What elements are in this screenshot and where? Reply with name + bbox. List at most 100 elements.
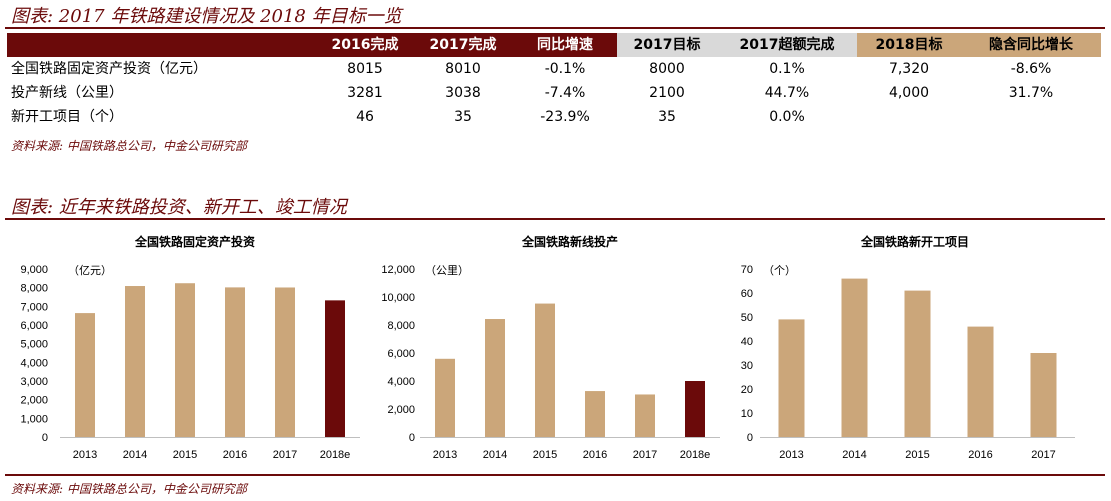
y-tick-label: 4,000 [20,357,48,369]
chart-title: 全国铁路新开工项目 [860,234,969,249]
header-cell: 2017完成 [413,33,513,57]
bar-2014 [485,319,505,437]
bar-2017 [635,394,655,437]
chart-investment-svg: 全国铁路固定资产投资 （亿元） 0 1,000 2,000 3,000 4,000 5,000… [20,234,360,461]
charts-title: 图表: 近年来铁路投资、新开工、竣工情况 [11,197,347,218]
bar-2016 [585,391,605,437]
y-tick-label: 70 [741,264,753,276]
y-tick-label: 4,000 [387,376,415,388]
table-cell: 35 [454,109,472,125]
chart-title: 全国铁路新线投产 [521,234,618,249]
table-body: 全国铁路固定资产投资（亿元） 8015 8010 -0.1% 8000 0.1% 7,320… [7,57,1101,129]
chart-title: 全国铁路固定资产投资 [134,234,255,249]
row-label: 全国铁路固定资产投资（亿元） [11,61,207,77]
x-tick-label: 2016 [968,449,992,461]
header-cell: 同比增速 [513,33,617,57]
source-note-top: 资料来源: 中国铁路总公司，中金公司研究部 [11,139,247,153]
chart-new-projects-svg: 全国铁路新开工项目 （个） 0 10 20 30 40 50 60 70 2013 2014 2015 2… [741,234,1075,461]
y-tick-label: 20 [741,384,753,396]
y-tick-label: 8,000 [387,320,415,332]
table-cell: 35 [658,109,676,125]
x-tick-label: 2018e [320,449,351,461]
y-tick-label: 2,000 [20,395,48,407]
x-tick-label: 2014 [842,449,866,461]
unit-label: （亿元） [68,264,112,277]
x-tick-label: 2016 [223,449,247,461]
x-tick-label: 2015 [905,449,929,461]
table-cell: -7.4% [544,85,586,101]
y-tick-label: 7,000 [20,301,48,313]
chart-investment: 全国铁路固定资产投资 （亿元） 0 1,000 2,000 3,000 4,000 5,000… [0,232,365,472]
x-tick-label: 2015 [173,449,197,461]
table-cell: 0.0% [769,109,805,125]
unit-label: （公里） [425,264,469,277]
y-tick-label: 2,000 [387,404,415,416]
table-cell: 31.7% [1008,85,1054,101]
y-tick-label: 8,000 [20,283,48,295]
header-cell: 2016完成 [317,33,413,57]
x-tick-label: 2017 [1031,449,1055,461]
table-title: 图表: 2017 年铁路建设情况及 2018 年目标一览 [11,6,402,27]
x-tick-label: 2013 [779,449,803,461]
y-tick-label: 0 [42,432,48,444]
bar-2015 [175,283,195,437]
y-tick-label: 40 [741,336,753,348]
chart-new-lines-svg: 全国铁路新线投产 （公里） 0 2,000 4,000 6,000 8,000 10,000 1… [381,234,720,461]
table-cell: 44.7% [764,85,810,101]
source-note-bottom: 资料来源: 中国铁路总公司，中金公司研究部 [11,482,247,496]
table-cell: 4,000 [888,85,930,101]
y-tick-label: 50 [741,312,753,324]
x-tick-label: 2013 [73,449,97,461]
x-tick-label: 2017 [633,449,657,461]
x-tick-label: 2014 [123,449,147,461]
bar-2016 [225,287,245,437]
table-cell: 8015 [347,61,383,77]
bar-2017 [1030,353,1057,437]
table-cell: 46 [356,109,374,125]
bar-2016 [967,326,994,437]
table-cell: 8010 [445,61,481,77]
chart-new-projects: 全国铁路新开工项目 （个） 0 10 20 30 40 50 60 70 2013 2014 2015 2… [725,232,1105,472]
y-tick-label: 10 [741,408,753,420]
y-tick-label: 3,000 [20,376,48,388]
table-cell: 2100 [649,85,685,101]
header-cell [7,33,317,57]
chart-new-lines: 全国铁路新线投产 （公里） 0 2,000 4,000 6,000 8,000 10,000 1… [365,232,725,472]
bar-2013 [435,358,455,437]
y-tick-label: 6,000 [20,320,48,332]
x-tick-label: 2018e [680,449,711,461]
bar-2013 [75,313,95,437]
header-cell: 2018目标 [857,33,961,57]
y-tick-label: 1,000 [20,413,48,425]
charts-title-divider [5,218,1105,220]
table-cell: 8000 [649,61,685,77]
bar-2017 [275,287,295,437]
header-cell: 2017超额完成 [717,33,857,57]
bar-2013 [778,319,805,437]
table-cell [857,105,961,129]
table-cell: -23.9% [540,109,590,125]
table-cell: -0.1% [544,61,586,77]
table-header-row: 2016完成 2017完成 同比增速 2017目标 2017超额完成 2018目… [7,33,1101,57]
y-tick-label: 12,000 [381,264,415,276]
table-row: 新开工项目（个） 46 35 -23.9% 35 0.0% [7,105,1101,129]
y-tick-label: 30 [741,360,753,372]
y-tick-label: 60 [741,288,753,300]
y-tick-label: 5,000 [20,339,48,351]
bar-2018e [685,381,705,437]
x-tick-label: 2017 [273,449,297,461]
table-cell: 7,320 [888,61,930,77]
header-cell: 隐含同比增长 [961,33,1101,57]
bar-2015 [535,303,555,437]
y-tick-label: 0 [409,432,415,444]
y-tick-label: 10,000 [381,292,415,304]
title-divider [5,27,1105,29]
bar-2014 [125,286,145,437]
x-tick-label: 2014 [483,449,507,461]
bar-2014 [841,278,868,437]
header-cell: 2017目标 [617,33,717,57]
table-cell: 0.1% [769,61,805,77]
bar-2015 [904,290,931,437]
table-cell: -8.6% [1010,61,1052,77]
table-row: 全国铁路固定资产投资（亿元） 8015 8010 -0.1% 8000 0.1% 7,320… [7,57,1101,81]
